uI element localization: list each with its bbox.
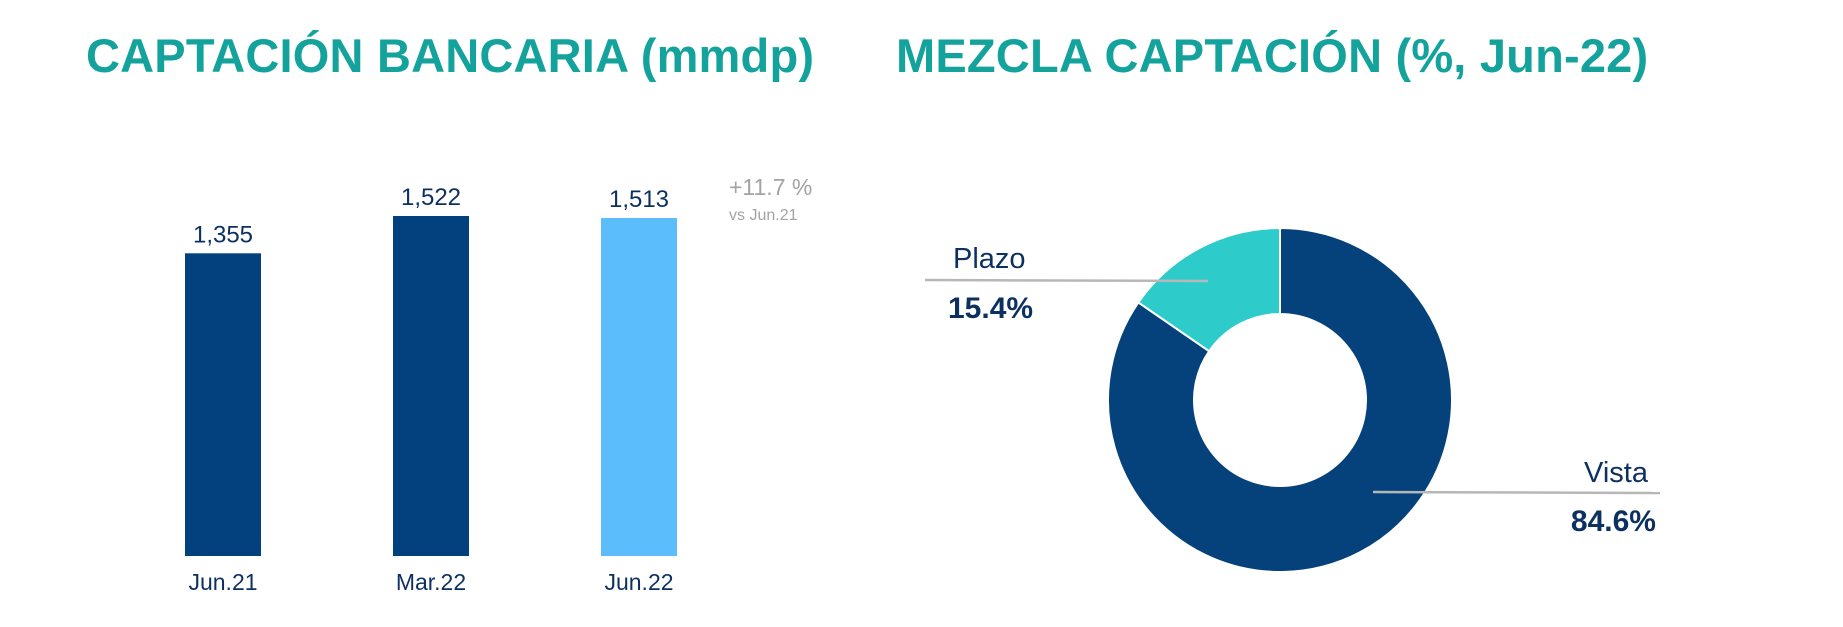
bank-deposits-title: CAPTACIÓN BANCARIA (mmdp) [86,29,815,82]
donut-slice-vista [1107,226,1453,573]
growth-reference: vs Jun.21 [729,207,798,224]
bar-value-label: 1,355 [193,221,253,248]
x-axis-tick-label: Jun.22 [604,569,673,595]
slice-value-plazo: 15.4% [948,292,1033,325]
x-axis-tick-label: Mar.22 [396,569,466,595]
donut-slice-plazo [1136,226,1281,353]
leader-line-plazo [924,278,1209,283]
bar-value-label: 1,522 [401,184,461,211]
bar-jun-21 [185,253,261,556]
slice-label-vista: Vista [1584,457,1649,489]
slice-value-vista: 84.6% [1571,505,1656,538]
x-axis-tick-label: Jun.21 [188,569,257,595]
slice-label-plazo: Plazo [953,243,1026,275]
growth-percentage: +11.7 % [729,174,813,200]
bar-jun-22 [601,218,677,557]
bar-mar-22 [393,216,469,556]
leader-line-vista [1372,490,1661,495]
deposit-mix-title: MEZCLA CAPTACIÓN (%, Jun-22) [896,29,1649,82]
bar-value-label: 1,513 [609,186,669,213]
